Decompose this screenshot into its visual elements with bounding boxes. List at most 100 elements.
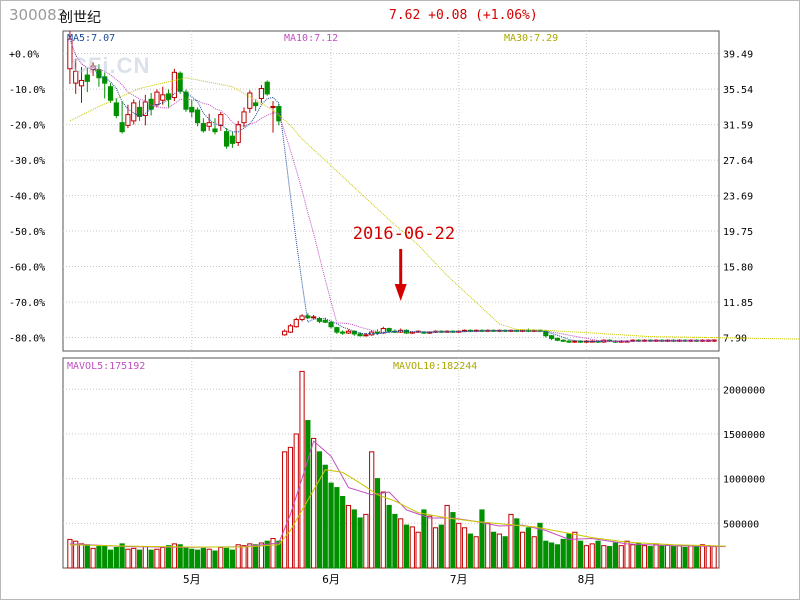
volume-bar <box>409 526 415 569</box>
volume-bar <box>432 527 439 569</box>
candle-body <box>305 315 311 319</box>
price-panel-border <box>62 30 720 352</box>
candle-body <box>235 123 241 143</box>
candle-body <box>560 339 566 342</box>
volume-bar <box>299 370 305 569</box>
candle-body <box>369 331 375 336</box>
volume-bar <box>612 542 619 569</box>
volume-axis-tick: 1000000 <box>723 475 765 486</box>
candle-body <box>270 106 276 109</box>
volume-bar <box>450 512 456 569</box>
candle-body <box>136 106 143 117</box>
candle-body <box>223 131 230 147</box>
volume-bar <box>328 482 334 569</box>
volume-bar <box>136 549 143 569</box>
candle-body <box>322 319 328 323</box>
candle-body <box>113 102 119 116</box>
volume-bar <box>119 543 125 569</box>
volume-bar <box>131 547 137 569</box>
candle-body <box>160 94 166 101</box>
volume-bar <box>264 540 270 569</box>
volume-bar <box>171 543 177 569</box>
volume-bar <box>241 545 247 569</box>
candle-body <box>102 76 108 84</box>
candle-body <box>200 123 206 132</box>
pct-axis-tick: -70.0% <box>9 298 45 309</box>
volume-bar <box>212 550 218 569</box>
volume-bar <box>572 531 578 569</box>
candle-body <box>340 331 346 334</box>
annotation-date: 2016-06-22 <box>353 224 455 244</box>
volume-bar <box>386 504 392 569</box>
candle-body <box>316 318 323 322</box>
volume-bar <box>647 546 653 569</box>
volume-bar <box>125 548 131 569</box>
volume-bar <box>357 517 363 569</box>
volume-bar <box>641 545 648 569</box>
candle-body <box>380 328 386 334</box>
volume-bar <box>229 549 236 569</box>
candle-body <box>148 98 154 110</box>
volume-bar <box>374 478 381 569</box>
candle-body <box>374 331 381 334</box>
volume-bar <box>235 544 241 569</box>
volume-bar <box>456 522 462 569</box>
candle-body <box>595 340 601 343</box>
volume-bar <box>189 548 195 569</box>
volume-bar <box>154 548 160 569</box>
candle-body <box>78 79 85 87</box>
watermark-logo: CFi.CN <box>71 53 151 78</box>
mavol5-line <box>69 440 726 548</box>
volume-bar <box>223 547 230 569</box>
ma5-line <box>69 38 715 342</box>
volume-bar <box>363 513 369 569</box>
volume-bar <box>479 509 485 569</box>
mavol10-legend: MAVOL10:182244 <box>393 361 478 372</box>
volume-bar <box>398 518 404 569</box>
volume-bar <box>508 513 514 569</box>
volume-bar <box>519 531 526 569</box>
volume-bar <box>659 545 665 569</box>
pct-axis-tick: -10.0% <box>9 85 45 96</box>
price-axis-tick: 27.64 <box>723 156 753 167</box>
ma30-legend: MA30:7.29 <box>504 33 559 44</box>
volume-bar <box>502 536 508 569</box>
candle-body <box>311 316 317 319</box>
volume-bar <box>496 533 502 569</box>
candle-body <box>566 340 572 343</box>
volume-bar <box>322 464 328 569</box>
volume-bar <box>630 544 636 569</box>
stock-code: 300083 <box>9 6 67 24</box>
candle-body <box>386 328 392 332</box>
volume-bar <box>73 540 79 569</box>
candle-body <box>357 333 363 337</box>
price-change-quote: 7.62 +0.08 (+1.06%) <box>389 8 538 23</box>
price-axis-tick: 23.69 <box>723 192 753 203</box>
volume-bar <box>636 542 642 569</box>
candle-body <box>177 72 183 92</box>
price-axis-tick: 15.80 <box>723 263 753 274</box>
candle-body <box>206 122 212 127</box>
volume-bar <box>282 451 288 569</box>
volume-bar <box>287 446 294 569</box>
candle-body <box>241 111 247 124</box>
volume-bar <box>554 544 561 569</box>
volume-bar <box>253 544 259 569</box>
volume-bar <box>113 546 119 569</box>
volume-bar <box>90 547 96 569</box>
candle-body <box>665 339 671 342</box>
candle-body <box>282 330 288 336</box>
volume-bar <box>444 504 450 569</box>
volume-bar <box>311 437 317 569</box>
candle-body <box>670 339 677 342</box>
pct-axis-tick: -30.0% <box>9 156 45 167</box>
volume-bar <box>177 544 183 569</box>
volume-bar <box>218 546 224 569</box>
volume-bar <box>705 545 711 569</box>
candle-body <box>363 334 369 337</box>
volume-bar <box>148 549 154 569</box>
volume-bar <box>165 545 172 569</box>
volume-bar <box>200 547 206 569</box>
month-tick: 5月 <box>183 573 201 586</box>
volume-bar <box>473 536 479 569</box>
